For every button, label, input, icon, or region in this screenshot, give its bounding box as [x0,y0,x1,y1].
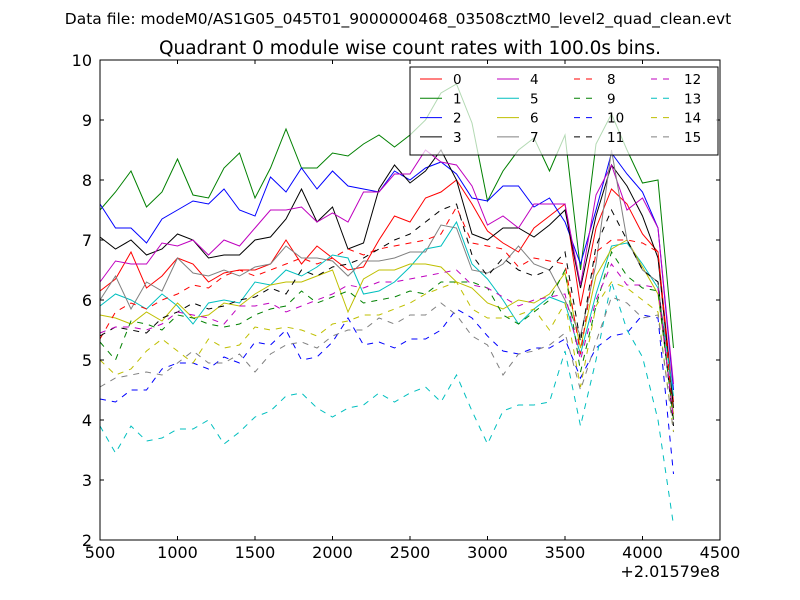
legend-label-14: 14 [684,111,701,127]
legend-box [409,66,719,156]
series-line-7 [99,149,674,421]
series-line-8 [99,205,674,421]
series-line-0 [99,179,674,403]
x-offset-label: +2.01579e8 [620,562,720,581]
series-line-12 [99,263,674,421]
legend-label-8: 8 [607,72,616,88]
y-tick-label: 9 [82,111,92,130]
y-tick-label: 6 [82,291,92,310]
series-line-14 [99,281,674,433]
legend-label-2: 2 [453,111,462,127]
y-tick-label: 2 [82,531,92,550]
legend-label-15: 15 [684,130,701,146]
y-tick-label: 8 [82,171,92,190]
chart-title: Quadrant 0 module wise count rates with … [159,38,661,59]
legend-label-9: 9 [607,91,616,107]
y-tick-label: 3 [82,471,92,490]
y-tick-label: 4 [82,411,92,430]
x-tick-label: 3000 [467,543,508,562]
y-tick-label: 10 [72,51,92,70]
y-tick-label: 5 [82,351,92,370]
legend-label-10: 10 [607,111,624,127]
axis-tick-labels: 500 1000 1500 2000 2500 3000 3500 4000 4500 2 3 4 5 6… [72,51,741,562]
x-tick-label: 2000 [312,543,353,562]
x-tick-label: 1000 [157,543,198,562]
series-line-6 [99,239,674,415]
legend-label-1: 1 [453,91,462,107]
series-lines [99,83,674,526]
x-tick-label: 1500 [235,543,276,562]
legend-label-12: 12 [684,72,701,88]
series-line-4 [99,149,674,385]
legend-label-13: 13 [684,91,701,107]
series-line-11 [99,203,674,427]
x-tick-label: 4000 [622,543,663,562]
y-tick-label: 7 [82,231,92,250]
x-tick-label: 2500 [390,543,431,562]
series-line-1 [99,83,674,349]
series-line-10 [99,308,674,475]
legend-label-4: 4 [530,72,539,88]
legend-label-5: 5 [530,91,539,107]
legend-label-3: 3 [453,130,462,146]
legend-label-11: 11 [607,130,624,146]
legend-label-6: 6 [530,111,539,127]
series-line-5 [99,220,674,397]
x-tick-label: 3500 [545,543,586,562]
x-tick-label: 4500 [700,543,741,562]
series-line-9 [99,250,674,421]
figure-suptitle: Data file: modeM0/AS1G05_045T01_90000004… [65,10,731,29]
series-line-2 [99,151,674,391]
x-tick-label: 500 [85,543,116,562]
legend-label-0: 0 [453,72,462,88]
series-line-13 [99,280,674,526]
legend-label-7: 7 [530,130,539,146]
